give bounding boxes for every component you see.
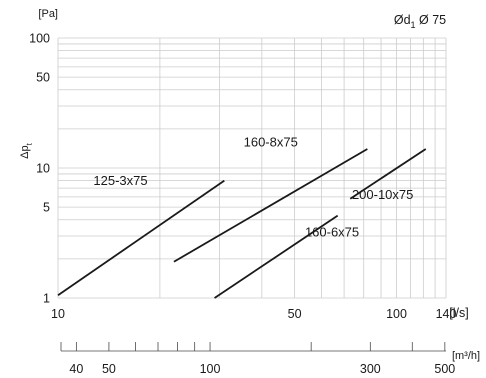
svg-text:Δpt: Δpt (19, 142, 34, 158)
x2-tick-label: 40 (69, 362, 83, 376)
diameter-value: Ø 75 (419, 13, 446, 27)
diameter-prefix: Ød (394, 13, 411, 27)
axes: 10 50 100 140 1 5 10 50 100 (29, 32, 456, 322)
y-axis-title-main: Δp (19, 145, 31, 158)
diameter-label: Ød1 Ø 75 (394, 13, 446, 30)
series-lines (57, 148, 427, 299)
grid (57, 37, 447, 299)
x2-tick-label: 500 (434, 362, 455, 376)
series-label-160-6x75: 160-6x75 (305, 225, 359, 240)
y-tick-label: 5 (43, 201, 50, 215)
series-labels: 125-3x75 160-8x75 160-6x75 200-10x75 (93, 135, 413, 240)
y-axis-title-subscript: t (25, 142, 34, 145)
y-unit-label: [Pa] (38, 8, 58, 20)
y-tick-label: 50 (36, 71, 50, 85)
series-line-125-3x75 (57, 179, 225, 296)
series-line-160-6x75 (214, 214, 339, 299)
x-tick-label: 50 (288, 307, 302, 321)
x-unit-label: [l/s] (449, 306, 468, 320)
series-label-125-3x75: 125-3x75 (93, 173, 147, 188)
x2-unit-label: [m³/h] (452, 350, 480, 362)
y-tick-label: 1 (43, 292, 50, 306)
y-axis-title: Δpt (19, 142, 34, 158)
x-tick-label: 140 (436, 307, 457, 321)
x2-tick-label: 50 (102, 362, 116, 376)
secondary-x-axis: 40 50 100 300 500 (60, 342, 455, 376)
series-line-200-10x75 (349, 148, 427, 200)
x2-tick-label: 100 (200, 362, 221, 376)
x-tick-label: 100 (386, 307, 407, 321)
y-tick-label: 100 (29, 32, 50, 46)
x2-tick-label: 300 (360, 362, 381, 376)
series-label-160-8x75: 160-8x75 (244, 135, 298, 150)
y-tick-label: 10 (36, 162, 50, 176)
x-tick-label: 10 (51, 307, 65, 321)
series-line-160-8x75 (173, 148, 368, 263)
diameter-subscript: 1 (411, 20, 416, 30)
series-label-200-10x75: 200-10x75 (352, 187, 413, 202)
